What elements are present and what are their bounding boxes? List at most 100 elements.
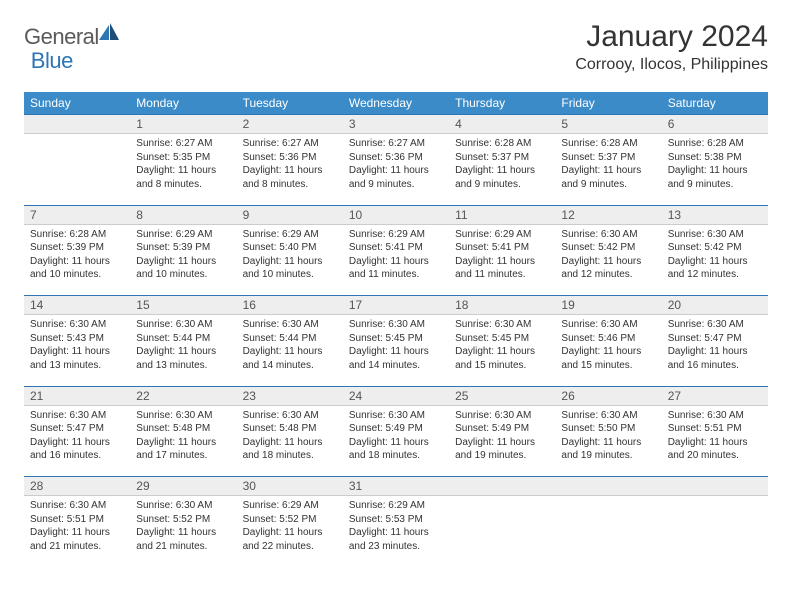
day-number — [662, 477, 768, 496]
daynum-row: 28293031 — [24, 477, 768, 496]
sunrise-text: Sunrise: 6:28 AM — [455, 137, 549, 151]
daylight-text: Daylight: 11 hours and 15 minutes. — [561, 345, 655, 372]
sunrise-text: Sunrise: 6:28 AM — [30, 228, 124, 242]
weekday-fri: Friday — [555, 92, 661, 115]
daylight-text: Daylight: 11 hours and 16 minutes. — [668, 345, 762, 372]
daylight-text: Daylight: 11 hours and 17 minutes. — [136, 436, 230, 463]
day-number: 14 — [24, 296, 130, 315]
sunset-text: Sunset: 5:53 PM — [349, 513, 443, 527]
day-cell: Sunrise: 6:30 AMSunset: 5:47 PMDaylight:… — [24, 405, 130, 471]
sunset-text: Sunset: 5:50 PM — [561, 422, 655, 436]
month-title: January 2024 — [575, 20, 768, 54]
day-cell: Sunrise: 6:27 AMSunset: 5:35 PMDaylight:… — [130, 134, 236, 200]
day-cell: Sunrise: 6:29 AMSunset: 5:53 PMDaylight:… — [343, 496, 449, 562]
sunset-text: Sunset: 5:37 PM — [455, 151, 549, 165]
sunset-text: Sunset: 5:40 PM — [243, 241, 337, 255]
day-number: 4 — [449, 115, 555, 134]
calendar-table: Sunday Monday Tuesday Wednesday Thursday… — [24, 92, 768, 561]
day-cell: Sunrise: 6:30 AMSunset: 5:45 PMDaylight:… — [449, 315, 555, 381]
day-number: 27 — [662, 386, 768, 405]
day-number: 16 — [237, 296, 343, 315]
daylight-text: Daylight: 11 hours and 11 minutes. — [455, 255, 549, 282]
title-block: January 2024 Corrooy, Ilocos, Philippine… — [575, 20, 768, 74]
sunset-text: Sunset: 5:35 PM — [136, 151, 230, 165]
daylight-text: Daylight: 11 hours and 14 minutes. — [243, 345, 337, 372]
sunrise-text: Sunrise: 6:30 AM — [668, 409, 762, 423]
day-number: 21 — [24, 386, 130, 405]
weekday-wed: Wednesday — [343, 92, 449, 115]
day-cell: Sunrise: 6:30 AMSunset: 5:44 PMDaylight:… — [237, 315, 343, 381]
daynum-row: 123456 — [24, 115, 768, 134]
daylight-text: Daylight: 11 hours and 21 minutes. — [30, 526, 124, 553]
daylight-text: Daylight: 11 hours and 8 minutes. — [136, 164, 230, 191]
daylight-text: Daylight: 11 hours and 8 minutes. — [243, 164, 337, 191]
sunrise-text: Sunrise: 6:29 AM — [136, 228, 230, 242]
daylight-text: Daylight: 11 hours and 10 minutes. — [136, 255, 230, 282]
daylight-text: Daylight: 11 hours and 14 minutes. — [349, 345, 443, 372]
day-cell: Sunrise: 6:28 AMSunset: 5:39 PMDaylight:… — [24, 224, 130, 290]
daylight-text: Daylight: 11 hours and 19 minutes. — [561, 436, 655, 463]
day-cell — [24, 134, 130, 200]
day-cell: Sunrise: 6:28 AMSunset: 5:37 PMDaylight:… — [449, 134, 555, 200]
sunrise-text: Sunrise: 6:29 AM — [243, 228, 337, 242]
sunrise-text: Sunrise: 6:29 AM — [243, 499, 337, 513]
daylight-text: Daylight: 11 hours and 9 minutes. — [455, 164, 549, 191]
sunrise-text: Sunrise: 6:27 AM — [243, 137, 337, 151]
sunrise-text: Sunrise: 6:30 AM — [136, 409, 230, 423]
sunset-text: Sunset: 5:51 PM — [668, 422, 762, 436]
sunset-text: Sunset: 5:51 PM — [30, 513, 124, 527]
daynum-row: 78910111213 — [24, 205, 768, 224]
day-cell: Sunrise: 6:30 AMSunset: 5:50 PMDaylight:… — [555, 405, 661, 471]
sunrise-text: Sunrise: 6:30 AM — [136, 318, 230, 332]
sunset-text: Sunset: 5:49 PM — [349, 422, 443, 436]
daynum-row: 14151617181920 — [24, 296, 768, 315]
day-number: 25 — [449, 386, 555, 405]
day-cell: Sunrise: 6:30 AMSunset: 5:44 PMDaylight:… — [130, 315, 236, 381]
sunrise-text: Sunrise: 6:29 AM — [349, 228, 443, 242]
sunrise-text: Sunrise: 6:30 AM — [561, 228, 655, 242]
day-cell: Sunrise: 6:28 AMSunset: 5:38 PMDaylight:… — [662, 134, 768, 200]
sunset-text: Sunset: 5:41 PM — [349, 241, 443, 255]
day-number: 20 — [662, 296, 768, 315]
location: Corrooy, Ilocos, Philippines — [575, 56, 768, 74]
sunset-text: Sunset: 5:52 PM — [136, 513, 230, 527]
sunrise-text: Sunrise: 6:30 AM — [30, 499, 124, 513]
logo-text-general: General — [24, 24, 99, 50]
sunrise-text: Sunrise: 6:30 AM — [243, 318, 337, 332]
day-cell: Sunrise: 6:30 AMSunset: 5:51 PMDaylight:… — [24, 496, 130, 562]
day-cell: Sunrise: 6:29 AMSunset: 5:39 PMDaylight:… — [130, 224, 236, 290]
logo-sail-icon — [99, 23, 121, 46]
sunset-text: Sunset: 5:44 PM — [136, 332, 230, 346]
daylight-text: Daylight: 11 hours and 9 minutes. — [668, 164, 762, 191]
weekday-sat: Saturday — [662, 92, 768, 115]
sunset-text: Sunset: 5:48 PM — [136, 422, 230, 436]
day-number: 22 — [130, 386, 236, 405]
content-row: Sunrise: 6:30 AMSunset: 5:43 PMDaylight:… — [24, 315, 768, 381]
day-cell: Sunrise: 6:27 AMSunset: 5:36 PMDaylight:… — [237, 134, 343, 200]
day-number: 15 — [130, 296, 236, 315]
day-number: 7 — [24, 205, 130, 224]
day-cell: Sunrise: 6:28 AMSunset: 5:37 PMDaylight:… — [555, 134, 661, 200]
day-cell: Sunrise: 6:30 AMSunset: 5:45 PMDaylight:… — [343, 315, 449, 381]
calendar-page: General January 2024 Corrooy, Ilocos, Ph… — [0, 0, 792, 581]
day-cell: Sunrise: 6:30 AMSunset: 5:52 PMDaylight:… — [130, 496, 236, 562]
sunset-text: Sunset: 5:47 PM — [668, 332, 762, 346]
daylight-text: Daylight: 11 hours and 13 minutes. — [30, 345, 124, 372]
weekday-thu: Thursday — [449, 92, 555, 115]
day-cell: Sunrise: 6:30 AMSunset: 5:47 PMDaylight:… — [662, 315, 768, 381]
weekday-mon: Monday — [130, 92, 236, 115]
daylight-text: Daylight: 11 hours and 20 minutes. — [668, 436, 762, 463]
day-number: 6 — [662, 115, 768, 134]
logo-text-blue: Blue — [31, 48, 73, 74]
sunset-text: Sunset: 5:39 PM — [136, 241, 230, 255]
content-row: Sunrise: 6:28 AMSunset: 5:39 PMDaylight:… — [24, 224, 768, 290]
daylight-text: Daylight: 11 hours and 19 minutes. — [455, 436, 549, 463]
sunset-text: Sunset: 5:38 PM — [668, 151, 762, 165]
sunrise-text: Sunrise: 6:28 AM — [561, 137, 655, 151]
content-row: Sunrise: 6:27 AMSunset: 5:35 PMDaylight:… — [24, 134, 768, 200]
weekday-header-row: Sunday Monday Tuesday Wednesday Thursday… — [24, 92, 768, 115]
sunrise-text: Sunrise: 6:30 AM — [455, 409, 549, 423]
sunrise-text: Sunrise: 6:30 AM — [243, 409, 337, 423]
day-cell — [449, 496, 555, 562]
day-cell: Sunrise: 6:30 AMSunset: 5:49 PMDaylight:… — [343, 405, 449, 471]
